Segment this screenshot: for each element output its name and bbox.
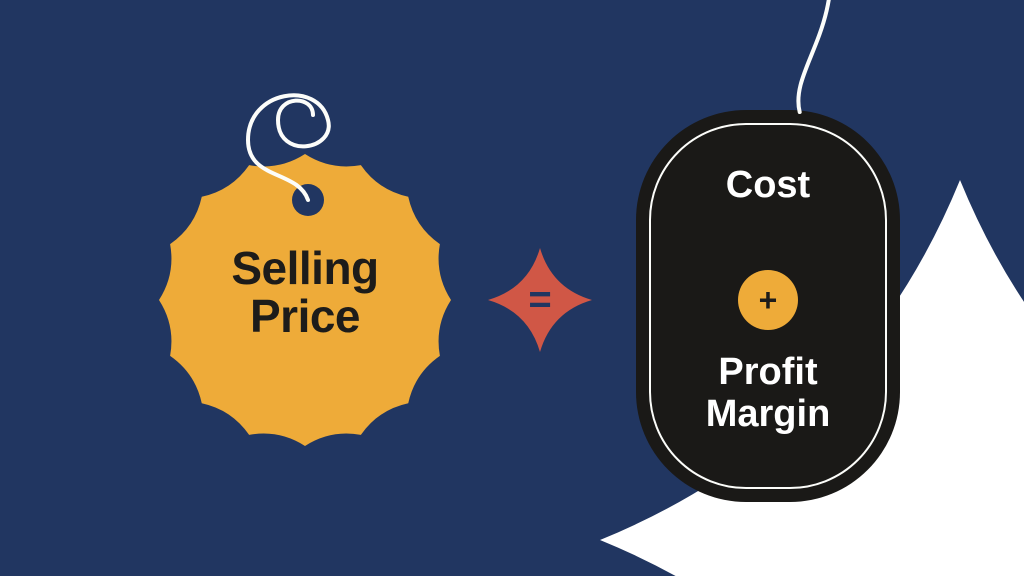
equals-symbol: =: [528, 278, 551, 323]
plus-badge: +: [738, 270, 798, 330]
shapes-layer: [0, 0, 1024, 576]
infographic-stage: Selling Price = Cost + Profit Margin: [0, 0, 1024, 576]
plus-symbol: +: [759, 282, 778, 319]
selling-price-line2: Price: [175, 292, 435, 340]
cost-label: Cost: [636, 165, 900, 207]
selling-price-line1: Selling: [175, 244, 435, 292]
profit-line2: Margin: [636, 394, 900, 436]
selling-price-label: Selling Price: [175, 244, 435, 341]
profit-margin-label: Profit Margin: [636, 352, 900, 436]
profit-line1: Profit: [636, 352, 900, 394]
